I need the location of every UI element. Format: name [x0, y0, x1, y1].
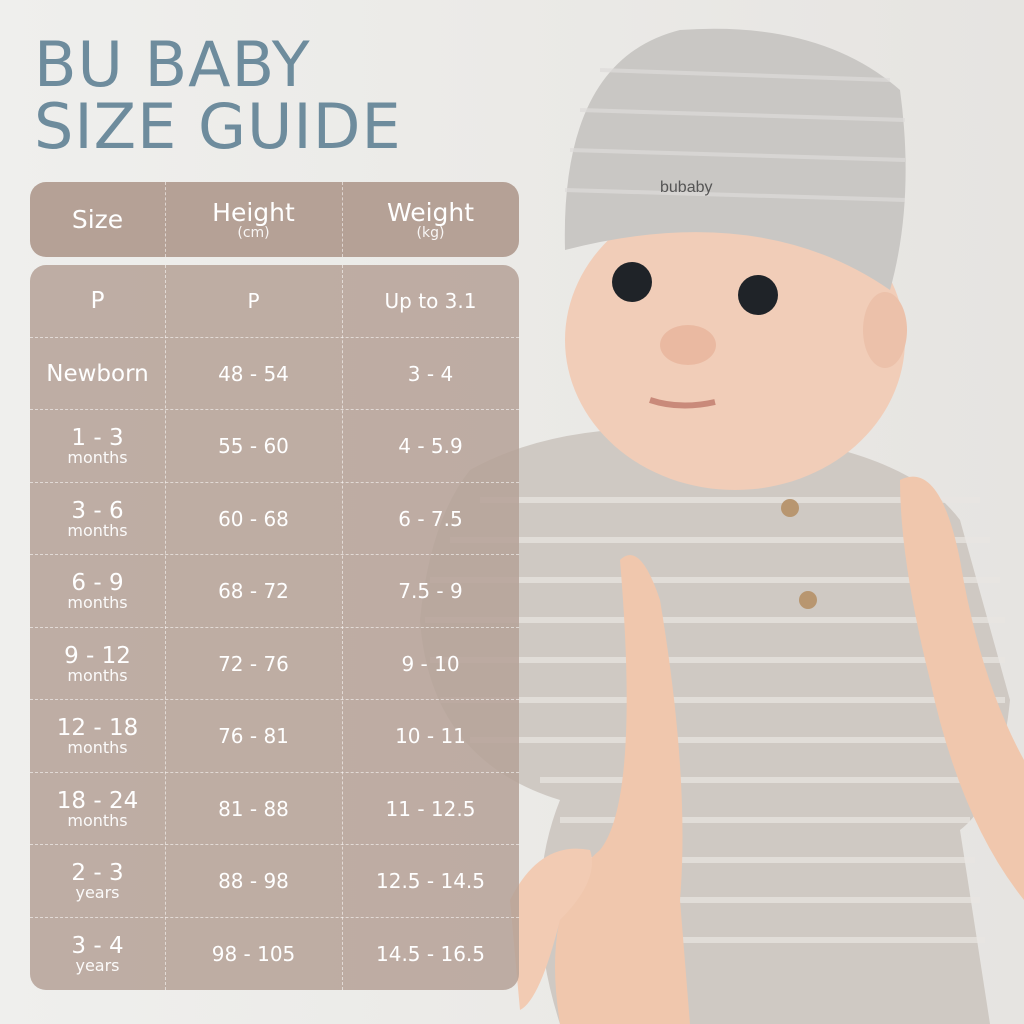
- size-cell: 6 - 9 months: [30, 555, 165, 627]
- title-line-2: SIZE GUIDE: [34, 90, 402, 163]
- header-unit: (kg): [416, 224, 445, 241]
- size-cell: Newborn: [30, 338, 165, 410]
- size-cell: 12 - 18 months: [30, 700, 165, 772]
- weight-cell: 3 - 4: [407, 361, 454, 386]
- height-cell: 48 - 54: [218, 361, 289, 386]
- table-row: 12 - 18 months 76 - 81 10 - 11: [30, 700, 519, 773]
- size-label: P: [90, 288, 105, 314]
- height-cell: 81 - 88: [218, 796, 289, 821]
- size-cell: 2 - 3 years: [30, 845, 165, 917]
- height-cell: P: [247, 289, 260, 313]
- hat: [564, 28, 906, 290]
- table-row: P P Up to 3.1: [30, 265, 519, 338]
- table-row: Newborn 48 - 54 3 - 4: [30, 338, 519, 410]
- height-cell: 88 - 98: [218, 869, 289, 893]
- size-unit: months: [67, 810, 128, 830]
- height-cell: 55 - 60: [218, 434, 289, 458]
- table-row: 18 - 24 months 81 - 88 11 - 12.5: [30, 773, 519, 845]
- height-cell: 98 - 105: [211, 941, 296, 966]
- size-cell: 3 - 4 years: [30, 918, 165, 990]
- title-line-1: BU BABY: [34, 28, 311, 101]
- size-unit: months: [67, 593, 128, 612]
- size-label: 2 - 3: [71, 860, 124, 886]
- column-divider: [342, 182, 343, 257]
- size-label: Newborn: [46, 360, 149, 387]
- height-cell: 76 - 81: [218, 724, 289, 748]
- column-divider: [165, 182, 166, 257]
- baby-face: [565, 190, 905, 490]
- table-row: 1 - 3 months 55 - 60 4 - 5.9: [30, 410, 519, 483]
- page-title: BU BABY SIZE GUIDE: [34, 34, 402, 158]
- weight-cell: 12.5 - 14.5: [376, 869, 485, 893]
- size-label: 12 - 18: [56, 715, 139, 741]
- size-cell: 3 - 6 months: [30, 483, 165, 555]
- weight-cell: 4 - 5.9: [398, 434, 463, 458]
- eye-right: [738, 275, 778, 315]
- table-row: 2 - 3 years 88 - 98 12.5 - 14.5: [30, 845, 519, 918]
- size-cell: 9 - 12 months: [30, 628, 165, 700]
- size-label: 3 - 6: [71, 497, 124, 524]
- weight-cell: 9 - 10: [401, 651, 460, 676]
- size-unit: months: [67, 448, 128, 467]
- header-label: Height: [212, 197, 295, 227]
- size-unit: months: [67, 665, 128, 685]
- size-cell: P: [30, 265, 165, 337]
- height-cell: 60 - 68: [218, 506, 289, 531]
- svg-text:bubaby: bubaby: [660, 179, 713, 196]
- weight-cell: Up to 3.1: [384, 289, 477, 313]
- size-cell: 18 - 24 months: [30, 773, 165, 845]
- table-row: 9 - 12 months 72 - 76 9 - 10: [30, 628, 519, 700]
- size-unit: months: [67, 520, 128, 540]
- table-row: 6 - 9 months 68 - 72 7.5 - 9: [30, 555, 519, 628]
- size-label: 1 - 3: [71, 425, 124, 451]
- hand: [555, 555, 690, 1024]
- size-unit: years: [75, 955, 120, 975]
- size-unit: years: [75, 883, 120, 902]
- weight-cell: 10 - 11: [395, 724, 466, 748]
- table-row: 3 - 4 years 98 - 105 14.5 - 16.5: [30, 918, 519, 991]
- size-label: 9 - 12: [64, 642, 131, 669]
- header-unit: (cm): [237, 224, 270, 241]
- size-label: 18 - 24: [56, 787, 139, 814]
- size-label: 6 - 9: [71, 570, 124, 596]
- size-cell: 1 - 3 months: [30, 410, 165, 482]
- weight-cell: 7.5 - 9: [398, 579, 463, 603]
- height-cell: 68 - 72: [218, 579, 289, 603]
- header-weight: Weight (kg): [342, 182, 519, 257]
- header-label: Weight: [386, 197, 475, 227]
- table-row: 3 - 6 months 60 - 68 6 - 7.5: [30, 483, 519, 555]
- column-divider: [342, 265, 343, 990]
- size-table-header: Size Height (cm) Weight (kg): [30, 182, 519, 257]
- height-cell: 72 - 76: [218, 651, 289, 676]
- weight-cell: 6 - 7.5: [398, 506, 463, 531]
- size-label: 3 - 4: [71, 932, 124, 959]
- header-size: Size: [30, 182, 165, 257]
- column-divider: [165, 265, 166, 990]
- size-table-body: P P Up to 3.1 Newborn 48 - 54 3 - 4 1 - …: [30, 265, 519, 990]
- size-unit: months: [67, 738, 128, 757]
- weight-cell: 11 - 12.5: [385, 796, 476, 821]
- eye-left: [612, 262, 652, 302]
- header-height: Height (cm): [165, 182, 342, 257]
- weight-cell: 14.5 - 16.5: [376, 941, 485, 966]
- header-label: Size: [71, 204, 124, 234]
